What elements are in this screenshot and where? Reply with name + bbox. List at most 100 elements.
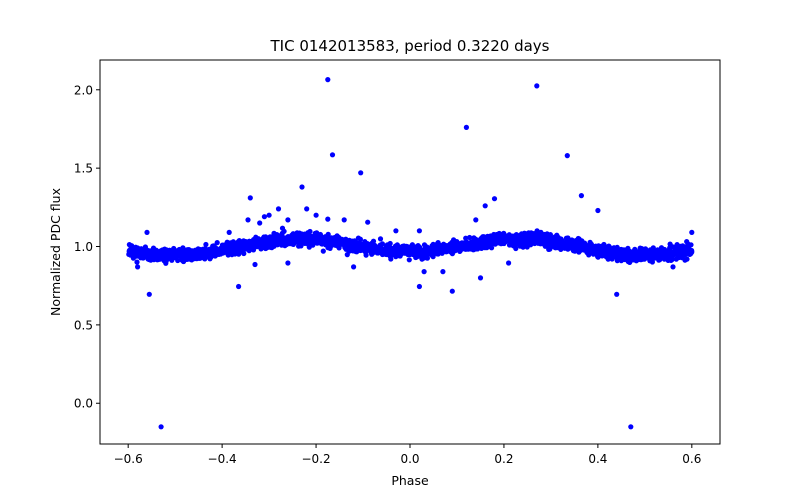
data-point — [263, 237, 269, 243]
data-point — [611, 245, 617, 251]
data-point — [665, 253, 671, 259]
data-point — [175, 257, 181, 264]
data-point — [668, 257, 674, 263]
data-point — [187, 256, 193, 262]
data-point — [342, 238, 348, 244]
data-point — [594, 246, 600, 252]
data-point — [667, 241, 673, 247]
data-point — [678, 244, 685, 250]
data-point — [463, 244, 469, 250]
data-point — [363, 242, 369, 248]
data-point — [434, 251, 440, 257]
data-point — [389, 250, 396, 256]
data-point — [508, 241, 514, 248]
data-point — [244, 246, 250, 252]
data-point — [684, 256, 690, 262]
data-point — [388, 256, 394, 262]
data-point — [520, 237, 526, 244]
outlier-point — [144, 229, 150, 235]
outlier-point — [275, 206, 282, 212]
data-point — [173, 252, 179, 258]
data-point — [180, 245, 186, 251]
outlier-point — [416, 228, 422, 234]
data-point — [430, 241, 436, 247]
outlier-point — [564, 153, 570, 159]
outlier-point — [416, 283, 422, 290]
outlier-point — [463, 124, 469, 130]
data-point — [484, 236, 490, 242]
data-point — [134, 259, 140, 265]
outlier-point — [595, 207, 601, 214]
data-point — [550, 240, 556, 246]
outlier-point — [506, 260, 512, 266]
data-point — [547, 246, 553, 252]
data-point — [128, 251, 134, 257]
data-point — [127, 247, 133, 254]
data-point — [196, 248, 203, 254]
data-point — [403, 249, 409, 255]
data-point — [421, 255, 427, 261]
data-point — [473, 246, 479, 252]
data-point — [572, 243, 578, 249]
outlier-point — [285, 260, 291, 266]
outlier-point — [449, 288, 455, 294]
data-point — [196, 252, 202, 258]
data-point — [316, 232, 322, 238]
data-point — [417, 248, 423, 255]
outlier-point — [266, 212, 272, 218]
data-point — [226, 246, 232, 252]
data-point — [211, 243, 217, 249]
y-axis-label: Normalized PDC flux — [48, 188, 63, 316]
data-point — [627, 252, 633, 258]
data-point — [144, 254, 150, 260]
data-point — [253, 234, 259, 240]
data-point — [226, 240, 232, 246]
data-point — [555, 242, 561, 248]
outlier-point — [252, 261, 258, 268]
data-point — [355, 242, 361, 248]
outlier-point — [482, 203, 488, 209]
data-point — [307, 242, 313, 248]
scatter-points — [126, 77, 695, 430]
data-point — [341, 242, 347, 249]
data-point — [250, 247, 257, 253]
data-point — [475, 242, 482, 248]
data-point — [241, 250, 247, 257]
data-point — [673, 256, 679, 262]
outlier-point — [236, 283, 242, 290]
data-point — [325, 231, 331, 237]
y-tick-label: 0.0 — [74, 397, 93, 411]
data-point — [182, 255, 188, 261]
outlier-point — [245, 217, 251, 223]
data-point — [129, 243, 135, 249]
data-point — [463, 235, 469, 241]
outlier-point — [440, 269, 446, 275]
outlier-point — [146, 291, 152, 297]
data-point — [660, 255, 667, 261]
data-point — [604, 247, 610, 253]
data-point — [649, 249, 655, 255]
data-point — [680, 249, 686, 255]
data-point — [297, 239, 303, 245]
data-point — [154, 251, 160, 257]
data-point — [421, 242, 428, 248]
data-point — [322, 236, 328, 242]
data-point — [575, 235, 581, 242]
data-point — [411, 248, 417, 255]
outlier-point — [257, 220, 263, 226]
data-point — [263, 245, 269, 252]
data-point — [674, 242, 680, 248]
data-point — [348, 239, 354, 246]
y-axis-ticks: 0.0 0.5 1.0 1.5 2.0 — [74, 83, 100, 411]
data-point — [438, 244, 444, 250]
outlier-point — [313, 212, 319, 218]
outlier-point — [341, 217, 347, 223]
data-point — [279, 225, 286, 231]
data-point — [513, 232, 520, 238]
data-point — [356, 247, 363, 253]
data-point — [202, 249, 208, 255]
outlier-point — [325, 77, 331, 83]
outlier-point — [614, 291, 620, 297]
